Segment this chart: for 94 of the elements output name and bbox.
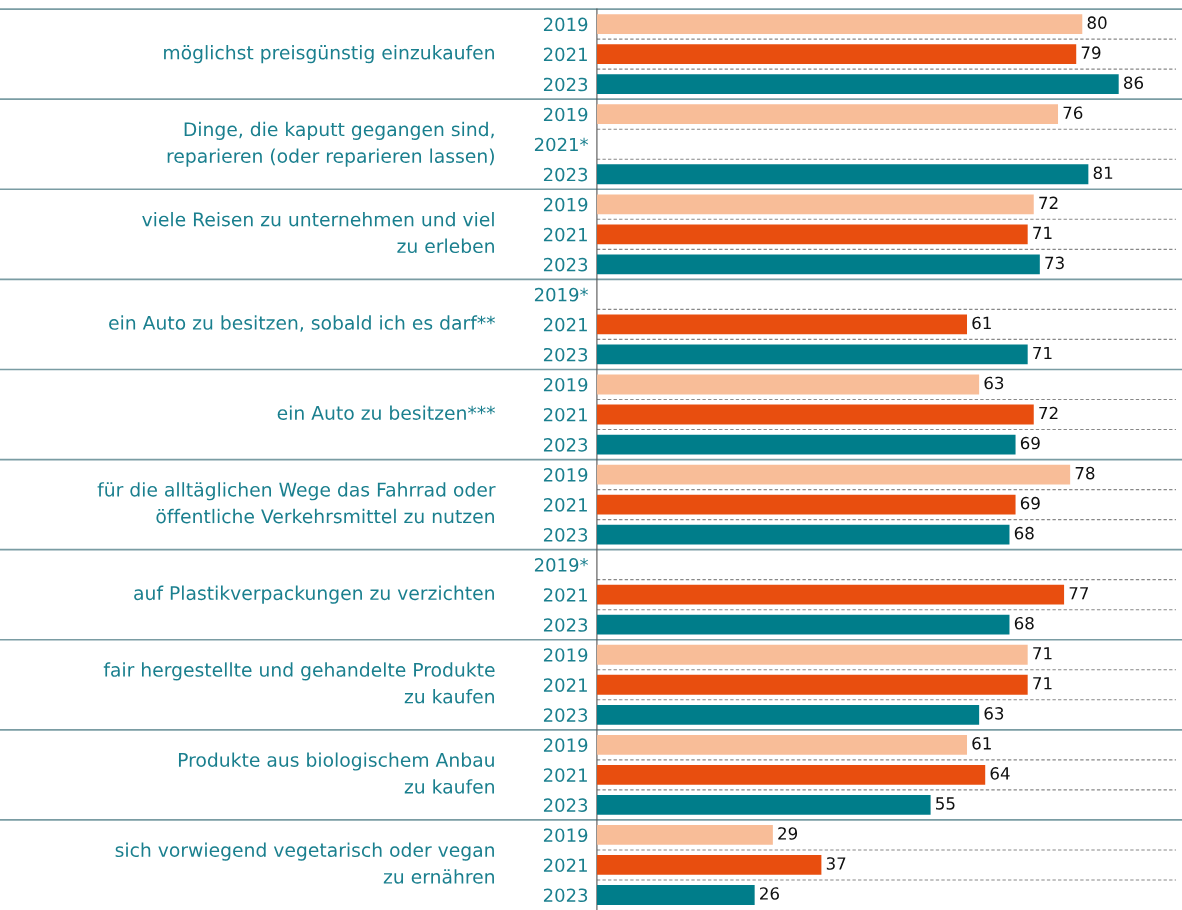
y-tick-label: 2021 (543, 588, 587, 602)
y-tick-label: 2023 (543, 528, 588, 542)
data-label: 76 (1063, 106, 1083, 120)
data-label: 68 (1014, 616, 1034, 630)
data-label: 71 (1033, 647, 1052, 660)
bar (596, 614, 1010, 635)
y-tick-label: 2021 (543, 498, 587, 512)
y-tick-label: 2019 (543, 377, 588, 392)
bar (596, 674, 1028, 695)
y-tick-label: 2019 (543, 648, 588, 662)
bar (596, 855, 822, 875)
data-label: 55 (936, 797, 955, 810)
data-label: 61 (972, 737, 991, 750)
bar (596, 374, 980, 395)
data-label: 72 (1039, 196, 1058, 209)
data-label: 69 (1020, 496, 1040, 510)
data-label: 71 (1033, 226, 1052, 239)
bar (596, 464, 1071, 485)
bar (596, 494, 1016, 515)
bar (596, 524, 1010, 545)
data-label: 26 (760, 887, 779, 900)
data-label: 63 (984, 376, 1004, 390)
y-tick-label: 2023 (543, 798, 588, 813)
bar (596, 104, 1059, 125)
y-tick-label: 2021 (543, 768, 587, 782)
y-tick-label: 2019* (534, 287, 589, 302)
bar (596, 434, 1016, 455)
y-tick-label: 2023 (543, 708, 588, 722)
bar (596, 254, 1040, 275)
bar (596, 194, 1034, 215)
y-tick-label: 2019 (543, 468, 588, 482)
y-tick-label: 2023 (543, 77, 588, 92)
text: sich vorwiegend vegetarisch oder vegan zu ernähren (115, 842, 494, 884)
data-label: 64 (990, 767, 1010, 780)
data-label: 81 (1093, 166, 1113, 180)
text: viele Reisen zu unternehmen und viel zu erleben (142, 211, 494, 254)
y-tick-label: 2023 (543, 618, 588, 632)
bar (596, 885, 755, 905)
bar (596, 704, 980, 725)
y-tick-label: 2021 (543, 407, 587, 422)
data-label: 80 (1087, 16, 1107, 29)
y-tick-label: 2023 (543, 167, 588, 182)
data-label: 71 (1033, 677, 1052, 690)
bar (596, 825, 773, 845)
y-tick-label: 2019 (543, 197, 588, 212)
data-label: 86 (1123, 76, 1144, 90)
y-tick-label: 2023 (543, 437, 588, 452)
y-tick-label: 2023 (543, 888, 588, 903)
y-tick-label: 2019 (543, 107, 588, 122)
y-tick-label: 2021 (543, 47, 587, 62)
bar (596, 44, 1077, 65)
text: ein Auto zu besitzen*** (277, 405, 495, 420)
y-tick-label: 2021 (543, 317, 587, 332)
bar (596, 734, 968, 755)
text: möglichst preisgünstig einzukaufen (164, 45, 494, 64)
bar (596, 344, 1028, 365)
bar (596, 764, 986, 785)
text: Dinge, die kaputt gegangen sind, reparieren (oder reparieren lassen) (167, 121, 494, 167)
data-label: 78 (1075, 466, 1095, 480)
data-label: 71 (1033, 346, 1052, 360)
data-label: 77 (1069, 587, 1089, 600)
y-tick-label: 2021 (543, 678, 587, 692)
text: ein Auto zu besitzen, sobald ich es darf** (109, 315, 495, 332)
y-tick-label: 2021 (543, 858, 587, 873)
data-label: 37 (826, 857, 846, 870)
bar (596, 644, 1028, 665)
bar (596, 164, 1089, 185)
bar (596, 584, 1065, 605)
y-tick-label: 2019 (543, 738, 588, 752)
y-tick-label: 2023 (543, 257, 588, 272)
bar (596, 224, 1028, 245)
data-label: 63 (984, 707, 1004, 720)
data-label: 69 (1020, 436, 1040, 450)
data-label: 73 (1045, 256, 1064, 270)
text: auf Plastikverpackungen zu verzichten (134, 585, 494, 604)
y-tick-label: 2023 (543, 347, 588, 362)
text: Produkte aus biologischem Anbau zu kaufen (178, 752, 494, 794)
y-tick-label: 2021* (534, 137, 589, 152)
bar (596, 74, 1119, 95)
bar (596, 14, 1083, 35)
y-tick-label: 2019* (534, 558, 589, 572)
data-label: 68 (1014, 526, 1034, 540)
y-tick-label: 2019 (543, 17, 588, 32)
text: fair hergestellte und gehandelte Produkte zu kaufen (103, 662, 495, 704)
text: für die alltäglichen Wege das Fahrrad oder öffentliche Verkehrsmittel zu nutzen (97, 482, 496, 524)
data-label: 72 (1039, 406, 1058, 420)
data-label: 61 (972, 316, 991, 330)
y-tick-label: 2019 (543, 828, 588, 843)
y-tick-label: 2021 (543, 227, 587, 242)
bar (596, 404, 1034, 425)
bar (596, 794, 931, 815)
bar (596, 314, 968, 335)
data-label: 29 (778, 827, 798, 840)
data-label: 79 (1081, 46, 1101, 59)
